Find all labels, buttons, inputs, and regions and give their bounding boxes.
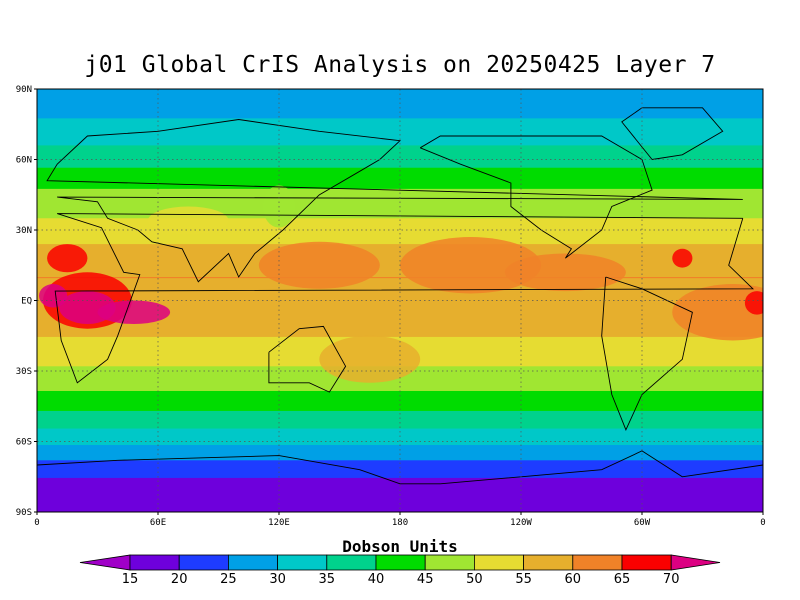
colorbar-segment bbox=[129, 554, 180, 571]
contour-band bbox=[37, 390, 763, 412]
field-anomaly bbox=[400, 237, 542, 294]
longitude-tick-label: 120E bbox=[268, 518, 290, 528]
coastline-south-america bbox=[601, 276, 693, 431]
contour-band bbox=[37, 460, 763, 479]
longitude-axis: 0 60E 120E 180 120W 60W 0 bbox=[34, 512, 766, 528]
field-anomaly bbox=[672, 248, 693, 268]
field-anomaly bbox=[504, 253, 626, 292]
field-anomaly bbox=[39, 284, 68, 308]
colorbar-tick-label: 55 bbox=[515, 572, 532, 587]
colorbar-tick-label: 45 bbox=[417, 572, 434, 587]
latitude-tick-label: 90N bbox=[16, 85, 32, 95]
map-title: j01 Global CrIS Analysis on 20250425 Lay… bbox=[84, 52, 716, 78]
colorbar-segment bbox=[424, 554, 475, 571]
colorbar-segment bbox=[227, 554, 278, 571]
latitude-axis: 90N 60N 30N EQ 30S 60S 90S bbox=[16, 85, 37, 518]
contour-band bbox=[37, 218, 763, 245]
colorbar-segment bbox=[178, 554, 229, 571]
colorbar-tick-label: 60 bbox=[565, 572, 582, 587]
coastline-africa bbox=[54, 213, 755, 384]
field-anomaly bbox=[672, 284, 763, 341]
colorbar-tick-label: 65 bbox=[614, 572, 631, 587]
longitude-tick-label: 0 bbox=[34, 518, 39, 528]
colorbar-tick-label: 50 bbox=[466, 572, 483, 587]
field-anomaly bbox=[319, 335, 421, 383]
colorbar-tick-label: 35 bbox=[319, 572, 336, 587]
colorbar-segment bbox=[473, 554, 524, 571]
field-anomaly bbox=[258, 241, 380, 289]
field-anomaly bbox=[744, 291, 763, 315]
colorbar-tick-label: 25 bbox=[220, 572, 237, 587]
longitude-tick-label: 120W bbox=[510, 518, 532, 528]
contour-band bbox=[37, 277, 763, 279]
coastline-greenland bbox=[621, 107, 724, 160]
colorbar-high-arrow bbox=[670, 554, 721, 571]
colorbar-segment bbox=[572, 554, 623, 571]
colorbar-tick-label: 30 bbox=[269, 572, 286, 587]
coastline-eurasia bbox=[46, 119, 743, 283]
latitude-tick-label: 30N bbox=[16, 226, 32, 236]
coastline-north-america bbox=[419, 135, 653, 259]
field-anomaly bbox=[47, 244, 88, 273]
latitude-tick-label: EQ bbox=[21, 297, 32, 307]
colorbar: 15 20 25 30 35 40 45 50 55 60 65 70 bbox=[79, 554, 721, 587]
colorbar-segment bbox=[621, 554, 672, 571]
colorbar-tick-label: 20 bbox=[171, 572, 188, 587]
colorbar-segment bbox=[326, 554, 377, 571]
colorbar-segment bbox=[523, 554, 574, 571]
contour-band bbox=[37, 410, 763, 430]
colorbar-low-arrow bbox=[79, 554, 131, 571]
latitude-tick-label: 30S bbox=[16, 367, 32, 377]
graticule bbox=[37, 89, 763, 512]
longitude-tick-label: 0 bbox=[760, 518, 765, 528]
contour-band bbox=[37, 167, 763, 190]
coastline-antarctica bbox=[37, 450, 763, 485]
contour-band bbox=[37, 118, 763, 146]
longitude-tick-label: 60W bbox=[634, 518, 651, 528]
colorbar-tick-label: 70 bbox=[663, 572, 680, 587]
field-anomaly bbox=[97, 300, 171, 324]
colorbar-tick-label: 15 bbox=[122, 572, 139, 587]
colorbar-segment bbox=[375, 554, 426, 571]
coastlines bbox=[37, 107, 763, 485]
coastline-australia bbox=[268, 325, 347, 393]
colorbar-title: Dobson Units bbox=[342, 537, 458, 556]
latitude-tick-label: 60N bbox=[16, 156, 32, 166]
field-features bbox=[39, 185, 763, 383]
latitude-tick-label: 60S bbox=[16, 438, 32, 448]
colorbar-tick-label: 40 bbox=[368, 572, 385, 587]
longitude-tick-label: 180 bbox=[392, 518, 408, 528]
colorbar-segment bbox=[277, 554, 328, 571]
latitude-tick-label: 90S bbox=[16, 508, 32, 518]
longitude-tick-label: 60E bbox=[150, 518, 166, 528]
field-anomaly bbox=[147, 206, 229, 235]
